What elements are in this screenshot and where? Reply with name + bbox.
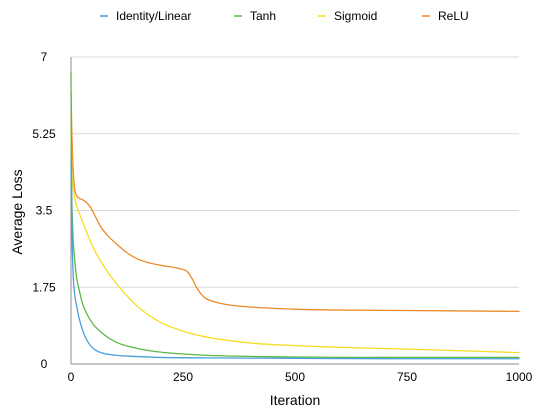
legend-label: ReLU — [438, 9, 469, 23]
x-tick-labels: 0 250 500 750 1000 — [68, 370, 533, 384]
series-line-identity-linear — [70, 161, 520, 360]
x-tick-label: 0 — [68, 370, 75, 384]
y-tick-label: 7 — [41, 50, 48, 64]
y-tick-label: 0 — [41, 357, 48, 371]
series-line-tanh — [70, 71, 520, 359]
x-tick-label: 750 — [397, 370, 417, 384]
legend-label: Identity/Linear — [116, 9, 191, 23]
x-tick-label: 500 — [285, 370, 305, 384]
legend-label: Sigmoid — [334, 9, 377, 23]
legend-label: Tanh — [250, 9, 276, 23]
legend: Identity/Linear Tanh Sigmoid ReLU — [100, 9, 469, 23]
y-tick-label: 1.75 — [32, 280, 56, 294]
series-line-sigmoid — [70, 126, 520, 354]
y-tick-labels: 0 1.75 3.5 5.25 7 — [32, 50, 56, 371]
y-tick-label: 5.25 — [32, 127, 56, 141]
grid-lines — [70, 56, 519, 365]
x-tick-label: 250 — [173, 370, 193, 384]
x-tick-label: 1000 — [506, 370, 533, 384]
y-tick-label: 3.5 — [36, 204, 53, 218]
x-axis-title: Iteration — [270, 392, 321, 408]
series-line-relu — [70, 91, 520, 313]
y-axis-title: Average Loss — [9, 169, 25, 254]
series-lines — [70, 71, 520, 360]
